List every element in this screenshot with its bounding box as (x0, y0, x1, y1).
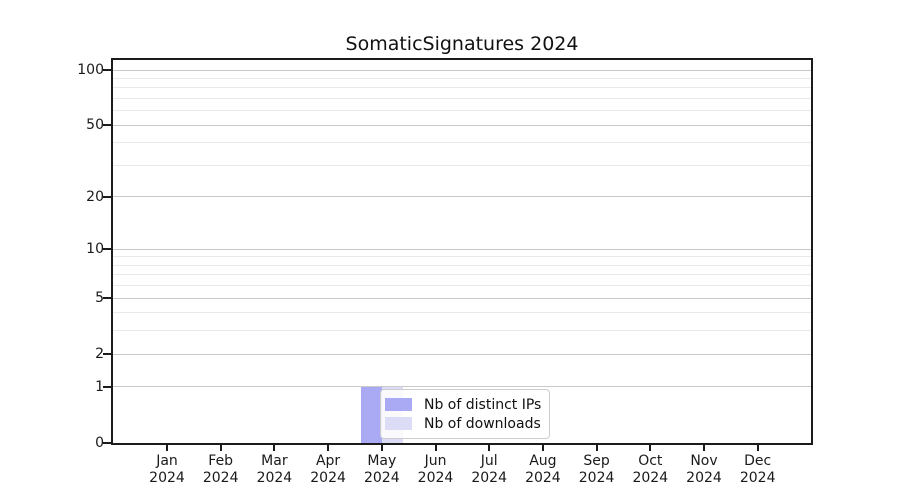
x-tick-year: 2024 (525, 470, 561, 486)
legend-swatch-downloads (385, 417, 412, 430)
x-tick-year: 2024 (149, 470, 185, 486)
x-tick-year: 2024 (363, 470, 400, 486)
x-tick-may (380, 445, 383, 451)
x-tick-month: Dec (744, 453, 772, 469)
x-tick-label-mar: Mar 2024 (246, 453, 302, 487)
x-tick-month: Sep (583, 453, 610, 469)
x-tick-year: 2024 (202, 470, 239, 486)
x-tick-label-aug: Aug 2024 (515, 453, 571, 487)
x-tick-month: Jan (156, 453, 178, 469)
legend: Nb of distinct IPs Nb of downloads (380, 389, 551, 439)
legend-label: Nb of distinct IPs (424, 396, 542, 413)
y-tick-label-20: 20 (86, 188, 104, 205)
gridline-minor-70 (113, 97, 811, 99)
gridline-major-50 (113, 124, 811, 126)
x-tick-oct (649, 445, 652, 451)
gridline-major-20 (113, 196, 811, 198)
gridline-minor-9 (113, 256, 811, 258)
x-tick-label-apr: Apr 2024 (300, 453, 356, 487)
x-tick-month: Oct (638, 453, 663, 469)
x-tick-aug (541, 445, 544, 451)
x-tick-label-dec: Dec 2024 (730, 453, 786, 487)
y-tick-label-2: 2 (95, 346, 104, 363)
y-tick-1 (103, 385, 111, 388)
gridline-minor-30 (113, 164, 811, 166)
x-tick-dec (756, 445, 759, 451)
x-tick-label-nov: Nov 2024 (676, 453, 732, 487)
gridline-minor-60 (113, 110, 811, 112)
x-tick-label-jul: Jul 2024 (461, 453, 517, 487)
gridline-minor-80 (113, 87, 811, 89)
gridline-minor-6 (113, 285, 811, 287)
x-tick-jan (166, 445, 168, 451)
gridline-minor-4 (113, 312, 811, 314)
x-tick-year: 2024 (256, 470, 293, 486)
x-tick-jul (488, 445, 491, 451)
x-tick-label-oct: Oct 2024 (622, 453, 678, 487)
x-tick-apr (327, 445, 330, 451)
x-tick-label-jun: Jun 2024 (408, 453, 464, 487)
y-tick-100 (103, 69, 111, 71)
gridline-major-2 (113, 353, 811, 355)
x-tick-mar (273, 445, 276, 451)
y-tick-label-5: 5 (95, 290, 104, 307)
y-tick-2 (103, 353, 111, 356)
x-tick-feb (219, 445, 222, 451)
gridline-minor-8 (113, 264, 811, 266)
gridline-major-100 (113, 69, 811, 71)
bar-distinct-ips-may (360, 386, 382, 443)
x-tick-year: 2024 (739, 470, 776, 486)
y-tick-50 (103, 124, 111, 127)
y-tick-label-0: 0 (95, 435, 104, 451)
chart-title: SomaticSignatures 2024 (345, 33, 579, 55)
legend-item-downloads: Nb of downloads (385, 414, 541, 433)
x-tick-jun (434, 445, 437, 451)
legend-swatch-distinct-ips (385, 398, 412, 411)
y-tick-label-50: 50 (86, 117, 104, 134)
y-tick-5 (103, 297, 111, 300)
x-tick-nov (703, 445, 705, 451)
y-tick-10 (103, 248, 111, 251)
y-tick-label-100: 100 (77, 62, 104, 78)
gridline-minor-40 (113, 142, 811, 144)
x-tick-label-may: May 2024 (354, 453, 410, 487)
x-tick-month: Aug (529, 453, 557, 469)
x-tick-month: Nov (690, 453, 718, 469)
gridline-major-5 (113, 297, 811, 299)
x-tick-sep (595, 445, 598, 451)
x-tick-month: Jul (480, 453, 498, 469)
x-tick-year: 2024 (471, 470, 507, 486)
x-tick-month: Feb (208, 453, 234, 469)
x-tick-month: Mar (261, 453, 288, 469)
x-tick-month: Apr (315, 453, 341, 469)
x-tick-label-sep: Sep 2024 (569, 453, 625, 487)
gridline-minor-90 (113, 77, 811, 79)
y-tick-0 (103, 442, 111, 444)
x-tick-month: May (367, 453, 397, 469)
x-tick-year: 2024 (632, 470, 669, 486)
plot-area: Nb of distinct IPs Nb of downloads (111, 58, 813, 445)
x-tick-label-feb: Feb 2024 (193, 453, 249, 487)
gridline-major-1 (113, 386, 811, 388)
gridline-major-10 (113, 248, 811, 250)
legend-label: Nb of downloads (424, 415, 541, 432)
y-tick-label-1: 1 (95, 378, 104, 395)
y-tick-20 (103, 195, 111, 198)
legend-item-distinct-ips: Nb of distinct IPs (385, 395, 541, 414)
gridline-minor-7 (113, 274, 811, 276)
x-tick-month: Jun (424, 453, 447, 469)
x-tick-year: 2024 (310, 470, 346, 486)
y-tick-label-10: 10 (86, 241, 104, 258)
x-tick-label-jan: Jan 2024 (139, 453, 195, 487)
x-tick-year: 2024 (417, 470, 454, 486)
x-tick-year: 2024 (686, 470, 722, 486)
gridline-minor-3 (113, 330, 811, 332)
x-tick-year: 2024 (578, 470, 615, 486)
